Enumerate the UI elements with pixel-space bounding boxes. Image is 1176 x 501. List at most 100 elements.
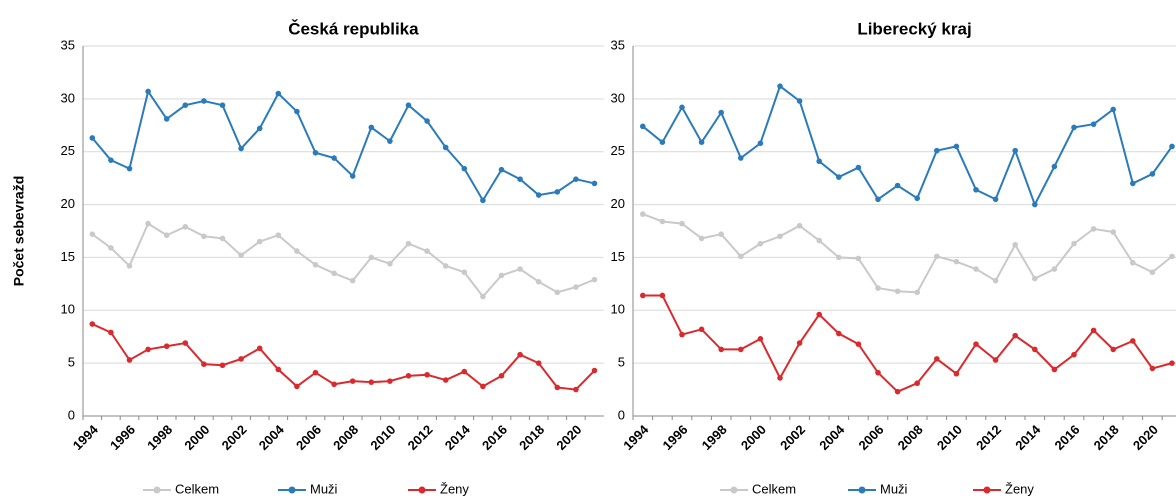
point xyxy=(201,233,207,240)
point xyxy=(816,237,822,244)
point xyxy=(1149,269,1156,276)
point xyxy=(294,108,300,115)
point xyxy=(718,346,724,353)
point xyxy=(349,173,356,179)
point xyxy=(914,380,920,387)
point xyxy=(535,192,542,198)
point xyxy=(1071,240,1077,247)
point xyxy=(1032,346,1038,353)
y-tick-label: 15 xyxy=(61,249,75,264)
point xyxy=(796,98,803,104)
y-axis-label: Počet sebevražd xyxy=(11,176,27,287)
point xyxy=(442,263,449,269)
series-line xyxy=(642,213,1173,294)
y-tick-label: 25 xyxy=(61,143,75,158)
x-tick-label: 2002 xyxy=(777,422,808,453)
point xyxy=(894,388,901,395)
point xyxy=(934,253,940,260)
x-tick-label: 1994 xyxy=(70,421,102,453)
point xyxy=(108,245,114,251)
point xyxy=(777,375,783,381)
point xyxy=(498,272,505,279)
y-tick-label: 30 xyxy=(61,90,75,105)
point xyxy=(275,366,282,373)
point xyxy=(1169,360,1175,366)
point xyxy=(368,254,375,261)
point xyxy=(238,356,244,362)
point xyxy=(219,235,226,242)
point xyxy=(145,88,151,95)
point xyxy=(698,235,705,242)
point xyxy=(535,278,542,285)
point xyxy=(201,98,207,104)
x-tick-label: 2014 xyxy=(1012,421,1044,453)
x-tick-label: 1998 xyxy=(699,422,730,453)
point xyxy=(934,147,940,154)
point xyxy=(256,238,263,245)
point xyxy=(387,378,393,384)
point xyxy=(992,357,999,363)
legend-swatch-dot xyxy=(983,486,991,494)
point xyxy=(698,326,705,333)
point xyxy=(331,270,337,277)
point xyxy=(163,343,170,350)
legend-label: Celkem xyxy=(175,481,219,496)
legend-swatch-dot xyxy=(288,486,296,494)
legend-label: Muži xyxy=(880,481,908,496)
point xyxy=(777,83,783,89)
point xyxy=(349,378,356,384)
series-line xyxy=(642,294,1173,393)
point xyxy=(424,118,430,124)
point xyxy=(1149,365,1156,372)
point xyxy=(163,116,170,122)
point xyxy=(718,109,724,116)
point xyxy=(1169,143,1175,150)
point xyxy=(331,155,337,161)
series-line xyxy=(91,222,595,299)
point xyxy=(312,369,319,376)
y-tick-label: 10 xyxy=(61,302,75,317)
point xyxy=(1051,366,1058,373)
x-tick-label: 1996 xyxy=(107,422,138,453)
x-tick-label: 2020 xyxy=(1130,422,1161,453)
point xyxy=(108,157,114,163)
x-tick-label: 1996 xyxy=(659,422,690,453)
y-tick-label: 35 xyxy=(61,37,75,52)
point xyxy=(757,336,764,342)
point xyxy=(1130,180,1136,187)
point xyxy=(480,293,486,300)
point xyxy=(1149,171,1156,177)
y-tick-label: 20 xyxy=(61,196,75,211)
point xyxy=(992,196,999,203)
point xyxy=(953,258,960,265)
point xyxy=(461,269,468,276)
point xyxy=(796,340,803,346)
point xyxy=(738,155,744,161)
x-tick-label: 1998 xyxy=(144,422,175,453)
x-tick-label: 1994 xyxy=(620,421,652,453)
point xyxy=(640,292,646,299)
point xyxy=(1051,163,1058,170)
point xyxy=(573,284,579,290)
point xyxy=(349,277,356,284)
legend-label: Celkem xyxy=(752,481,796,496)
point xyxy=(573,386,579,393)
x-tick-label: 2016 xyxy=(1051,422,1082,453)
point xyxy=(591,180,598,187)
x-tick-label: 2020 xyxy=(553,422,584,453)
point xyxy=(1051,266,1058,272)
point xyxy=(1012,332,1018,339)
point xyxy=(1130,338,1136,344)
point xyxy=(182,340,189,346)
point xyxy=(182,102,189,108)
point xyxy=(238,252,244,259)
x-tick-label: 2016 xyxy=(479,422,510,453)
point xyxy=(836,254,842,261)
point xyxy=(145,346,151,353)
point xyxy=(718,231,724,237)
point xyxy=(1032,201,1038,208)
point xyxy=(914,289,920,296)
point xyxy=(855,164,862,171)
y-tick-label: 0 xyxy=(618,407,625,422)
point xyxy=(89,231,96,237)
